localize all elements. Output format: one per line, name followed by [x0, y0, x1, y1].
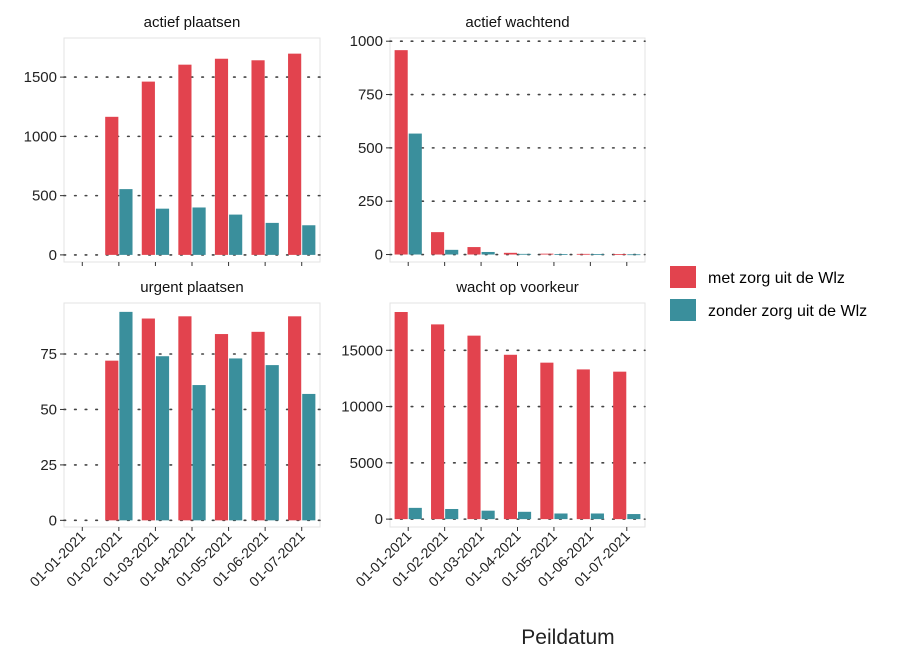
bar — [178, 316, 192, 521]
y-tick-label: 0 — [49, 512, 57, 529]
panel-border — [63, 302, 321, 528]
y-tick-label: 15000 — [341, 342, 383, 359]
bar — [408, 507, 422, 520]
bar — [576, 369, 590, 520]
bar — [155, 208, 170, 255]
bar — [229, 214, 243, 255]
bar — [288, 53, 302, 255]
x-axis-label: Peildatum — [521, 626, 614, 649]
bar — [192, 207, 206, 255]
bar — [431, 324, 445, 520]
bar — [445, 508, 459, 520]
panel-border — [63, 37, 321, 263]
bar — [540, 253, 554, 255]
legend-label-met: met zorg uit de Wlz — [708, 270, 845, 287]
y-tick-label: 250 — [358, 193, 383, 210]
bar — [155, 356, 170, 521]
panel-border — [389, 37, 646, 263]
bar — [394, 50, 408, 255]
y-tick-label: 0 — [49, 247, 57, 264]
bar — [119, 311, 133, 521]
y-tick-label: 750 — [358, 87, 383, 104]
bar — [302, 393, 316, 521]
legend: met zorg uit de Wlz zonder zorg uit de W… — [670, 266, 867, 321]
bar — [467, 247, 481, 255]
bar — [229, 358, 243, 521]
bar — [554, 513, 568, 520]
bar — [141, 318, 155, 521]
panel-title: urgent plaatsen — [140, 279, 243, 296]
bar — [302, 225, 316, 255]
chart-panel: wacht op voorkeur05000100001500001-01-20… — [341, 279, 646, 590]
y-tick-label: 0 — [375, 511, 383, 528]
bar — [141, 81, 155, 255]
bar — [251, 60, 265, 255]
bar — [481, 251, 495, 255]
bar — [251, 331, 265, 521]
legend-label-zonder: zonder zorg uit de Wlz — [708, 303, 867, 320]
legend-swatch-met — [670, 266, 696, 288]
bar — [288, 316, 302, 521]
bar — [394, 312, 408, 520]
panel-title: wacht op voorkeur — [455, 279, 579, 296]
y-tick-label: 500 — [32, 188, 57, 205]
bar — [518, 253, 532, 255]
y-tick-label: 500 — [358, 140, 383, 157]
panel-title: actief plaatsen — [144, 14, 241, 31]
bar — [265, 365, 279, 521]
chart-panel: actief wachtend 0 250 500 750 1000 — [350, 14, 646, 266]
bar — [178, 64, 192, 255]
bar — [503, 354, 517, 520]
y-tick-label: 25 — [40, 457, 57, 474]
y-tick-label: 10000 — [341, 399, 383, 416]
bar — [192, 385, 206, 521]
chart-panel: actief plaatsen 0 500 1000 1500 — [24, 14, 321, 266]
bar — [590, 254, 604, 255]
bar — [554, 254, 568, 255]
bar — [590, 513, 604, 520]
bar — [408, 133, 422, 255]
bar — [214, 58, 229, 255]
y-tick-label: 1000 — [350, 33, 383, 50]
y-tick-label: 1000 — [24, 128, 57, 145]
bar — [627, 254, 641, 256]
bar — [613, 254, 627, 255]
y-tick-label: 5000 — [350, 455, 383, 472]
bar — [613, 371, 627, 520]
panel-title: actief wachtend — [465, 14, 569, 31]
y-tick-label: 1500 — [24, 69, 57, 86]
bar — [481, 510, 495, 520]
bar — [627, 514, 641, 520]
bar — [445, 249, 459, 255]
bar — [576, 253, 590, 255]
panel-border — [389, 302, 646, 528]
bar — [119, 189, 133, 255]
bar — [540, 362, 554, 520]
y-tick-label: 0 — [375, 247, 383, 264]
y-tick-label: 50 — [40, 401, 57, 418]
bar — [265, 222, 279, 255]
y-tick-label: 75 — [40, 346, 57, 363]
bar — [503, 252, 517, 255]
bar — [431, 232, 445, 255]
legend-swatch-zonder — [670, 299, 696, 321]
bar — [518, 511, 532, 520]
bar — [214, 334, 229, 521]
chart-panel: urgent plaatsen025507501-01-202101-02-20… — [26, 279, 321, 590]
bar — [105, 360, 119, 521]
bar — [105, 116, 119, 255]
bar — [467, 335, 481, 520]
